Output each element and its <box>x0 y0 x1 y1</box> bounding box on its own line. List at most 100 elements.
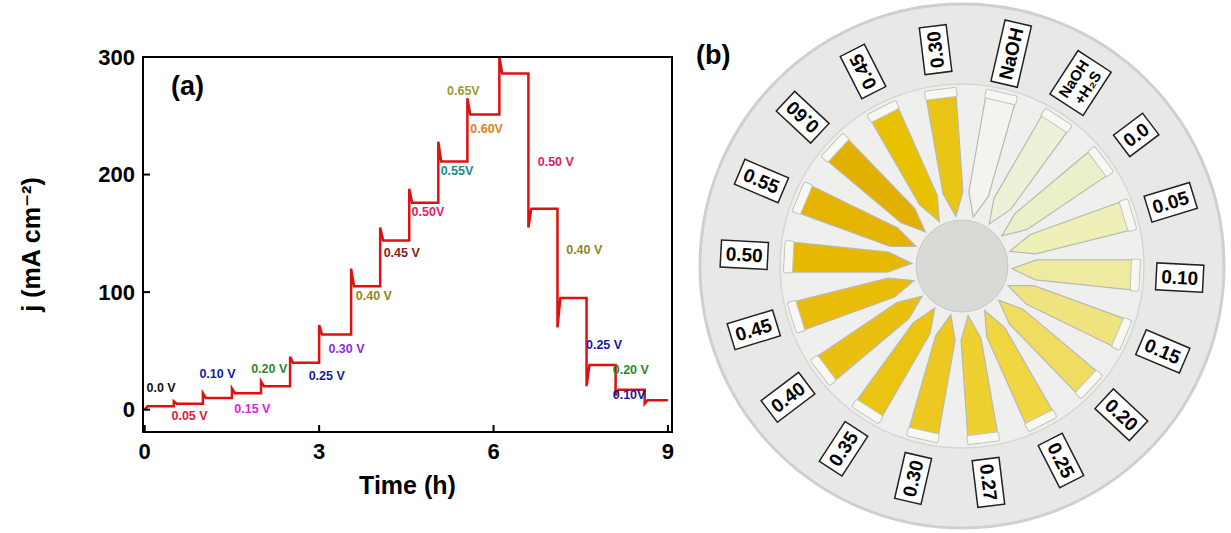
step-label: 0.20 V <box>613 363 650 377</box>
vial-label: 0.60 <box>776 91 829 143</box>
x-tick-label: 6 <box>487 439 499 464</box>
vial-body <box>827 139 935 243</box>
x-tick-label: 0 <box>139 439 151 464</box>
vial-label-text: 0.30 <box>923 30 948 69</box>
y-tick <box>143 174 150 176</box>
step-label: 0.55V <box>441 164 474 178</box>
label-box <box>919 25 952 75</box>
vial-cap <box>1024 409 1057 432</box>
data-line <box>145 57 668 410</box>
vial-cap <box>792 182 813 215</box>
vial-label: 0.45 <box>727 310 780 350</box>
vial <box>821 133 936 244</box>
step-label: 0.40 V <box>566 243 603 257</box>
vial-label: 0.20 <box>1095 389 1148 441</box>
plot-frame <box>143 57 672 432</box>
vial-cap <box>984 89 1017 105</box>
vial-cap <box>1075 370 1103 400</box>
vial-label: 0.50 <box>720 240 768 269</box>
step-label: 0.65V <box>447 84 480 98</box>
step-label: 0.25 V <box>309 369 346 383</box>
vial-cap <box>867 100 900 123</box>
label-box <box>1038 433 1084 488</box>
label-box <box>1114 113 1159 156</box>
vial-label-text: 0.15 <box>1141 334 1184 368</box>
label-box <box>776 91 829 143</box>
step-label: 0.25 V <box>586 338 623 352</box>
vial-label-text: 0.10 <box>1161 266 1199 289</box>
vial-cap <box>852 399 884 424</box>
label-box <box>1144 182 1197 222</box>
step-label: 0.15 V <box>234 402 271 416</box>
x-tick <box>144 425 146 432</box>
vial-label-text: 0.40 <box>767 378 809 417</box>
vial-body <box>791 242 912 278</box>
x-tick-label: 9 <box>662 439 674 464</box>
label-box <box>972 457 1005 507</box>
vial-cap <box>1041 108 1073 133</box>
vial-cap <box>787 300 805 333</box>
panel-label: (a) <box>171 71 204 101</box>
vial-label: 0.55 <box>734 159 788 202</box>
tray-ring <box>780 84 1144 448</box>
panel-label: (b) <box>696 40 730 70</box>
plot-area <box>145 57 668 410</box>
vial-cap <box>783 241 794 273</box>
vial-label-text: 0.60 <box>782 97 823 138</box>
label-box <box>727 310 780 350</box>
y-axis-title: j (mA cm⁻²) <box>17 177 45 313</box>
tray-hole <box>916 220 1008 312</box>
vial-body <box>926 95 970 218</box>
label-box <box>720 240 768 269</box>
y-tick-label: 300 <box>98 45 135 70</box>
step-label: 0.50 V <box>538 155 575 169</box>
step-label: 0.10V <box>613 388 646 402</box>
vial-label-text: 0.35 <box>825 427 863 470</box>
vial-label: 0.30 <box>895 453 932 505</box>
vial-label: 0.05 <box>1144 182 1197 222</box>
vial-label: 0.0 <box>1114 113 1159 156</box>
vial <box>924 87 971 218</box>
vial-label-text: 0.45 <box>733 314 775 345</box>
vial-label: NaOH+H₂S <box>1050 51 1111 116</box>
vial-label-text: 0.30 <box>899 458 928 499</box>
vial-label: NaOH <box>991 20 1031 87</box>
x-axis-title: Time (h) <box>359 471 456 499</box>
vial-label: 0.15 <box>1136 330 1190 373</box>
y-tick <box>143 56 150 58</box>
vial-label: 0.27 <box>972 457 1005 507</box>
step-label: 0.0 V <box>146 381 176 395</box>
vial-label: 0.40 <box>761 372 815 422</box>
vial-label-text: 0.0 <box>1119 119 1153 152</box>
y-tick-label: 100 <box>98 280 135 305</box>
vial-label-text: 0.25 <box>1043 439 1079 482</box>
vial-label-text: 0.45 <box>845 50 881 93</box>
step-label: 0.10 V <box>199 367 236 381</box>
vial-label: 0.30 <box>919 25 952 75</box>
vial-body <box>953 314 997 437</box>
vial-body <box>1005 202 1129 266</box>
vial-label-text: 0.55 <box>740 164 783 198</box>
step-label: 0.50V <box>412 205 445 219</box>
vial-body <box>1011 254 1132 290</box>
label-box <box>734 159 788 202</box>
label-box <box>1136 330 1190 373</box>
vial-label-text: 0.27 <box>976 463 1001 502</box>
step-label: 0.40 V <box>356 289 393 303</box>
x-tick <box>667 425 669 432</box>
label-box <box>1095 389 1148 441</box>
vial-cap <box>1087 146 1113 177</box>
vial <box>1005 199 1137 267</box>
label-box <box>991 20 1031 87</box>
figure: 01002003000369Time (h)j (mA cm⁻²)(a)0.0 … <box>0 0 1231 533</box>
vial-cap <box>1119 199 1137 232</box>
vial-cap <box>810 355 836 386</box>
step-label: 0.60V <box>470 122 503 136</box>
vial-label: 0.35 <box>819 421 867 475</box>
label-box <box>895 453 932 505</box>
label-box <box>840 44 886 99</box>
vial-label-text: 0.05 <box>1150 187 1192 218</box>
label-box <box>761 372 815 422</box>
vial-label-text: NaOH <box>995 26 1027 82</box>
vial-label-text: NaOH+H₂S <box>1055 56 1106 109</box>
